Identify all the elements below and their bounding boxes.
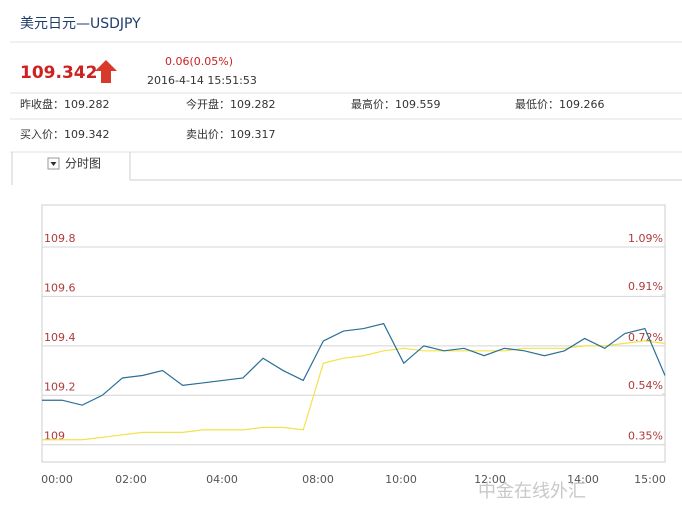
stat-label: 买入价： xyxy=(20,128,64,141)
stat: 最低价：109.266 xyxy=(515,98,605,111)
change: 0.06(0.05%) xyxy=(165,55,233,68)
stat-label: 最高价： xyxy=(351,97,395,111)
title: 美元日元—USDJPY xyxy=(20,16,141,32)
x-tick-label: 14:00 xyxy=(567,473,599,486)
price: 109.342 xyxy=(20,63,97,83)
tab[interactable]: 分时图 xyxy=(47,157,101,171)
stat-label: 昨收盘： xyxy=(20,97,64,111)
y2-tick-label: 1.09% xyxy=(628,232,663,245)
stat: 买入价：109.342 xyxy=(20,128,110,141)
time: 2016-4-14 15:51:53 xyxy=(147,74,257,87)
stat-label: 今开盘： xyxy=(186,97,230,111)
stat-label: 卖出价： xyxy=(186,127,230,141)
watermark: 中金在线外汇 xyxy=(478,481,586,502)
stat-value: 109.266 xyxy=(559,98,605,111)
stat: 昨收盘：109.282 xyxy=(20,97,110,111)
series-line xyxy=(42,340,666,441)
stat-value: 109.282 xyxy=(64,98,110,111)
stat-value: 109.342 xyxy=(64,128,110,141)
x-tick-label: 08:00 xyxy=(302,473,334,486)
tab-frame xyxy=(11,152,682,185)
x-tick-label: 15:00 xyxy=(634,473,666,486)
y-tick-label: 109.8 xyxy=(44,232,76,245)
x-tick-label: 04:00 xyxy=(206,473,238,486)
x-tick-label: 10:00 xyxy=(385,473,417,486)
y2-tick-label: 0.54% xyxy=(628,379,663,392)
tab-label[interactable]: 分时图 xyxy=(65,157,101,171)
y2-tick-label: 0.35% xyxy=(628,430,663,443)
y-tick-label: 109 xyxy=(44,430,65,443)
series-line xyxy=(42,322,666,406)
stat-value: 109.282 xyxy=(230,98,276,111)
x-tick-label: 02:00 xyxy=(115,473,147,486)
y-tick-label: 109.4 xyxy=(44,331,76,344)
stat: 最高价：109.559 xyxy=(351,97,441,111)
stat: 卖出价：109.317 xyxy=(186,127,276,141)
dropdown-arrow xyxy=(50,162,57,166)
y2-tick-label: 0.72% xyxy=(628,331,663,344)
x-tick-label: 00:00 xyxy=(41,473,73,486)
y2-tick-label: 0.91% xyxy=(628,280,663,293)
y-tick-label: 109.2 xyxy=(44,380,76,393)
y-tick-label: 109.6 xyxy=(44,281,76,294)
stat-value: 109.559 xyxy=(395,98,441,111)
stat-value: 109.317 xyxy=(230,128,276,141)
plot-frame xyxy=(41,204,666,463)
stat: 今开盘：109.282 xyxy=(186,97,276,111)
stat-label: 最低价： xyxy=(515,98,559,111)
x-tick-label: 12:00 xyxy=(474,473,506,486)
up-arrow xyxy=(95,60,117,83)
